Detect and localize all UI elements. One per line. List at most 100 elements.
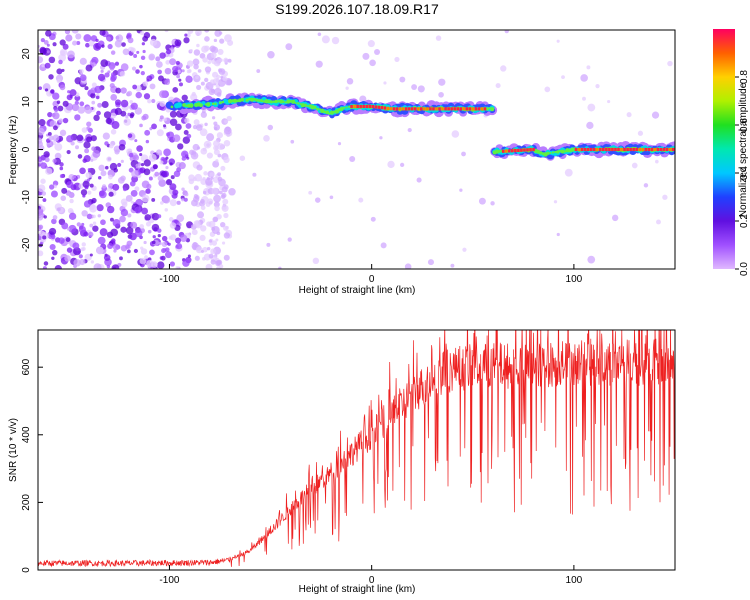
spectrogram-noise-blob [164, 208, 168, 212]
spectrogram-noise-blob [184, 192, 189, 197]
spectrogram-noise-blob [49, 184, 55, 190]
spectrogram-noise-blob [68, 173, 75, 181]
spectrogram-noise-blob [130, 102, 138, 110]
snr-ytick-label: 0 [21, 567, 32, 573]
spectrogram-noise-blob [54, 152, 62, 160]
spectrogram-noise-blob [115, 87, 122, 94]
spectrogram-noise-blob [134, 186, 140, 192]
spectrogram-noise-blob [195, 75, 199, 79]
spectrogram-noise-blob [199, 52, 206, 59]
spectrogram-noise-blob [206, 152, 213, 159]
spectrogram-noise-blob [121, 201, 128, 208]
spectrogram-noise-blob [66, 135, 74, 143]
spectrogram-noise-blob [126, 249, 131, 254]
spectrogram-noise-blob [164, 67, 172, 75]
spectrogram-noise-blob [151, 197, 156, 202]
spectrogram-ridge-blob [189, 103, 194, 108]
snr-ytick-label: 200 [21, 494, 32, 511]
spectrogram-noise-blob [176, 214, 185, 222]
spectrogram-noise-blob [92, 214, 96, 219]
spectrogram-noise-blob [120, 159, 124, 163]
snr-frame [37, 329, 676, 571]
chart-title: S199.2026.107.18.09.R17 [275, 1, 439, 17]
spectrogram-ridge-core [444, 107, 447, 111]
spectrogram-noise-blob [38, 119, 46, 127]
spectrogram-noise-blob [164, 79, 170, 86]
spectrogram-noise-blob [394, 56, 400, 63]
spectrogram-noise-blob [52, 249, 58, 256]
spectrogram-noise-blob [58, 237, 65, 244]
spectrogram-noise-blob [346, 78, 354, 85]
spectrogram-noise-blob [203, 171, 208, 176]
spectrogram-noise-blob [48, 227, 57, 236]
spectrogram-noise-blob [161, 248, 167, 254]
spectrogram-ridge-core [401, 107, 405, 111]
spectrogram-noise-blob [222, 198, 229, 205]
spectrogram-noise-blob [92, 221, 97, 225]
spectrogram-ridge-blob [176, 102, 183, 108]
spectrogram-noise-blob [175, 266, 179, 269]
spectrogram-noise-blob [202, 257, 206, 261]
spectrogram-noise-blob [110, 129, 117, 135]
spectrogram-noise-blob [120, 226, 127, 233]
spectrogram-noise-blob [142, 35, 149, 42]
spectrogram-noise-blob [136, 145, 143, 152]
spectrogram-noise-blob [114, 39, 123, 48]
spectrogram-ridge-core [592, 147, 596, 152]
spectrogram-noise-blob [134, 229, 143, 238]
spectrogram-ridge-core [483, 107, 487, 111]
spectrogram-ridge-blob [318, 108, 321, 111]
spectrogram-noise-blob [161, 241, 168, 248]
spectrogram-noise-blob [417, 85, 425, 93]
spectrogram-noise-blob [133, 54, 138, 58]
spectrogram-noise-blob [103, 254, 111, 261]
spectrogram-noise-blob [407, 127, 412, 133]
spectrogram-noise-blob [362, 52, 370, 60]
snr-xlabel: Height of straight line (km) [299, 584, 416, 595]
spectrogram-noise-blob [159, 90, 167, 99]
spectrogram-noise-blob [181, 69, 185, 73]
spectrogram-noise-blob [139, 123, 143, 128]
spectrogram-noise-blob [80, 247, 85, 252]
spectrogram-noise-blob [140, 71, 145, 76]
spectrogram-noise-blob [411, 84, 418, 91]
spectrogram-noise-blob [101, 44, 105, 48]
spectrogram-noise-blob [416, 177, 422, 183]
spectrogram-ridge-core [671, 147, 675, 152]
spectrogram-noise-blob [83, 200, 92, 208]
spectrogram-ytick-label: -20 [21, 237, 32, 252]
spectrogram-noise-blob [220, 194, 226, 200]
spectrogram-noise-blob [97, 214, 102, 218]
spectrogram-ridge-blob [291, 99, 296, 104]
spectrogram-noise-blob [92, 225, 99, 232]
spectrogram-noise-blob [159, 160, 164, 165]
spectrogram-noise-blob [130, 189, 138, 197]
spectrogram-noise-blob [169, 110, 177, 118]
spectrogram-noise-blob [169, 183, 177, 191]
spectrogram-noise-blob [89, 183, 94, 188]
spectrogram-noise-blob [53, 125, 58, 131]
spectrogram-noise-blob [64, 30, 71, 35]
spectrogram-noise-blob [44, 88, 49, 92]
spectrogram-noise-blob [308, 190, 313, 195]
spectrogram-noise-blob [438, 91, 444, 98]
spectrogram-ridge-core [377, 105, 381, 109]
spectrogram-ridge-core [614, 147, 617, 152]
spectrogram-ridge-blob [252, 97, 256, 101]
spectrogram-ridge-blob [300, 103, 305, 108]
spectrogram-xtick-label: 100 [566, 274, 583, 285]
spectrogram-noise-blob [60, 195, 67, 201]
spectrogram-noise-blob [109, 217, 114, 222]
spectrogram-noise-blob [113, 168, 118, 173]
spectrogram-noise-blob [213, 87, 222, 96]
spectrogram-noise-blob [38, 162, 41, 166]
spectrogram-ytick-label: 10 [21, 96, 32, 108]
spectrogram-noise-blob [154, 262, 158, 267]
spectrogram-noise-blob [223, 156, 230, 164]
spectrogram-noise-blob [187, 254, 191, 258]
spectrogram-noise-blob [438, 78, 446, 86]
spectrogram-noise-blob [172, 189, 179, 196]
spectrogram-noise-blob [459, 188, 463, 192]
spectrogram-ridge-core [583, 147, 587, 152]
spectrogram-ridge-blob [296, 102, 300, 105]
